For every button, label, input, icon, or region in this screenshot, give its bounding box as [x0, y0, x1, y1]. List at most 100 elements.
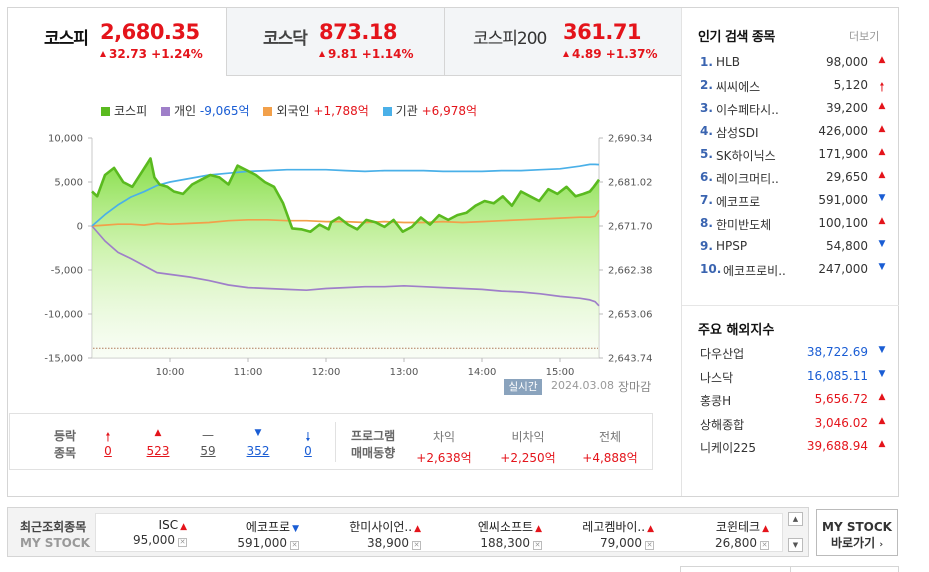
kospi-swatch	[101, 107, 110, 116]
popular-item[interactable]: 2. 씨씨에스 5,120 🠕	[700, 78, 890, 101]
breadth-fall-count[interactable]: 352	[246, 444, 270, 458]
global-index-item[interactable]: 상해종합 3,046.02 ▲	[700, 416, 890, 439]
remove-icon[interactable]: ✕	[645, 541, 654, 550]
breadth-lower-limit-count[interactable]: 0	[304, 444, 312, 458]
breadth-rise-count[interactable]: 523	[146, 444, 170, 458]
up-arrow-icon: ▲	[878, 147, 886, 157]
remove-icon[interactable]: ✕	[533, 541, 542, 550]
recent-stock-name[interactable]: 엔씨소프트	[477, 520, 534, 534]
recent-stock-line[interactable]: 코윈테크 ▲	[664, 518, 769, 535]
recent-stock-line[interactable]: 레고켐바이.. ▲	[549, 518, 654, 535]
popular-name[interactable]: 삼성SDI	[716, 126, 759, 140]
global-index-name[interactable]: 니케이225	[700, 441, 757, 455]
tab-kosdaq[interactable]: 코스닥 873.18 9.81 +1.14%	[227, 8, 445, 76]
right-tick-label: 2,671.70	[608, 222, 653, 233]
breadth-upper-limit[interactable]: 🠕 0	[88, 428, 128, 458]
global-index-item[interactable]: 홍콩H 5,656.72 ▲	[700, 392, 890, 415]
global-index-name[interactable]: 홍콩H	[700, 394, 732, 408]
scroll-down-button[interactable]: ▼	[788, 538, 803, 552]
down-arrow-icon: ▼	[292, 524, 299, 534]
global-index-name[interactable]: 나스닥	[700, 370, 734, 385]
recent-stock-item[interactable]: 레고켐바이.. ▲ 79,000 ✕	[549, 518, 654, 550]
breadth-unchanged[interactable]: — 59	[188, 428, 228, 458]
global-index-name[interactable]: 상해종합	[700, 417, 745, 432]
recent-stock-name[interactable]: 코윈테크	[715, 520, 761, 534]
x-tick-label: 13:00	[390, 367, 419, 378]
recent-stock-price: 79,000	[600, 536, 642, 550]
mystock-button[interactable]: MY STOCK 바로가기 ›	[816, 509, 898, 556]
scroll-up-button[interactable]: ▲	[788, 512, 803, 526]
intraday-chart: 10,000 5,000 0 -5,000 -10,000 -15,000 2,690.34…	[44, 134, 653, 379]
chart-date: 2024.03.08	[551, 379, 614, 392]
recent-stock-line[interactable]: ISC ▲	[82, 518, 187, 532]
recent-stock-line[interactable]: 한미사이언.. ▲	[316, 518, 421, 535]
tab-kospi200[interactable]: 코스피200 361.71 4.89 +1.37%	[445, 8, 681, 76]
market-overview-panel: 코스피 2,680.35 32.73 +1.24% 코스닥 873.18 9.8…	[7, 7, 899, 497]
left-tick-label: -10,000	[44, 310, 83, 321]
popular-name[interactable]: 한미반도체	[716, 218, 772, 232]
lower-panel-edge	[680, 566, 899, 572]
recent-stock-item[interactable]: 코윈테크 ▲ 26,800 ✕	[664, 518, 769, 550]
right-tick-label: 2,690.34	[608, 134, 653, 145]
legend-kospi: 코스피	[101, 102, 147, 119]
recent-stock-name[interactable]: 한미사이언..	[349, 520, 413, 534]
global-index-name[interactable]: 다우산업	[700, 347, 745, 361]
popular-name[interactable]: 에코프로비..	[723, 264, 786, 278]
popular-name[interactable]: HLB	[716, 55, 740, 69]
popular-name[interactable]: 에코프로	[716, 195, 761, 209]
more-link[interactable]: 더보기	[849, 30, 880, 43]
popular-price: 426,000	[818, 124, 868, 138]
global-index-item[interactable]: 다우산업 38,722.69 ▼	[700, 345, 890, 368]
breadth-unchanged-count[interactable]: 59	[200, 444, 216, 458]
global-index-value: 38,722.69	[806, 345, 868, 359]
global-index-item[interactable]: 나스닥 16,085.11 ▼	[700, 369, 890, 392]
popular-item[interactable]: 9. HPSP 54,800 ▼	[700, 239, 890, 262]
lower-panel-edge-divider	[790, 567, 791, 572]
popular-name[interactable]: HPSP	[716, 239, 748, 253]
breadth-lower-limit[interactable]: 🠗 0	[288, 428, 328, 458]
remove-icon[interactable]: ✕	[178, 538, 187, 547]
unchanged-icon: —	[202, 428, 214, 442]
remove-icon[interactable]: ✕	[760, 541, 769, 550]
recent-stock-line[interactable]: 엔씨소프트 ▲	[437, 518, 542, 535]
legend-foreign: 외국인 +1,788억	[263, 102, 369, 119]
breadth-upper-limit-count[interactable]: 0	[104, 444, 112, 458]
recent-stock-item[interactable]: 한미사이언.. ▲ 38,900 ✕	[316, 518, 421, 550]
recent-stock-item[interactable]: ISC ▲ 95,000 ✕	[82, 518, 187, 547]
popular-item[interactable]: 4. 삼성SDI 426,000 ▲	[700, 124, 890, 147]
recent-stock-name[interactable]: 레고켐바이..	[582, 520, 646, 534]
popular-item[interactable]: 5. SK하이닉스 171,900 ▲	[700, 147, 890, 170]
breadth-rise[interactable]: ▲ 523	[138, 428, 178, 458]
popular-name[interactable]: 이수페타시..	[716, 103, 779, 117]
up-arrow-icon: ▲	[878, 101, 886, 111]
recent-stock-item[interactable]: 에코프로 ▼ 591,000 ✕	[194, 518, 299, 550]
popular-item[interactable]: 6. 레이크머티.. 29,650 ▲	[700, 170, 890, 193]
breadth-fall[interactable]: ▼ 352	[238, 428, 278, 458]
popular-name[interactable]: SK하이닉스	[716, 149, 776, 163]
popular-item[interactable]: 10. 에코프로비.. 247,000 ▼	[700, 262, 890, 285]
popular-name[interactable]: 레이크머티..	[716, 172, 779, 186]
breadth-divider	[335, 422, 336, 462]
recent-stock-item[interactable]: 엔씨소프트 ▲ 188,300 ✕	[437, 518, 542, 550]
recent-stock-name[interactable]: ISC	[158, 518, 179, 532]
global-index-value: 39,688.94	[806, 439, 868, 453]
x-tick-label: 12:00	[312, 367, 341, 378]
recent-stock-line[interactable]: 에코프로 ▼	[194, 518, 299, 535]
global-index-item[interactable]: 니케이225 39,688.94 ▲	[700, 439, 890, 462]
popular-item[interactable]: 8. 한미반도체 100,100 ▲	[700, 216, 890, 239]
popular-item[interactable]: 7. 에코프로 591,000 ▼	[700, 193, 890, 216]
popular-rank: 10.	[700, 262, 722, 276]
left-tick-label: -5,000	[51, 266, 83, 277]
popular-name[interactable]: 씨씨에스	[716, 80, 761, 94]
realtime-badge[interactable]: 실시간	[504, 379, 542, 395]
down-arrow-icon: ▼	[878, 193, 886, 203]
chevron-right-icon: ›	[879, 540, 884, 550]
popular-item[interactable]: 1. HLB 98,000 ▲	[700, 55, 890, 78]
recent-stock-name[interactable]: 에코프로	[245, 520, 291, 534]
remove-icon[interactable]: ✕	[290, 541, 299, 550]
popular-item[interactable]: 3. 이수페타시.. 39,200 ▲	[700, 101, 890, 124]
tab-kospi[interactable]: 코스피 2,680.35 32.73 +1.24%	[8, 8, 227, 76]
remove-icon[interactable]: ✕	[412, 541, 421, 550]
down-arrow-icon: ▼	[878, 345, 886, 355]
x-tick-label: 15:00	[546, 367, 575, 378]
